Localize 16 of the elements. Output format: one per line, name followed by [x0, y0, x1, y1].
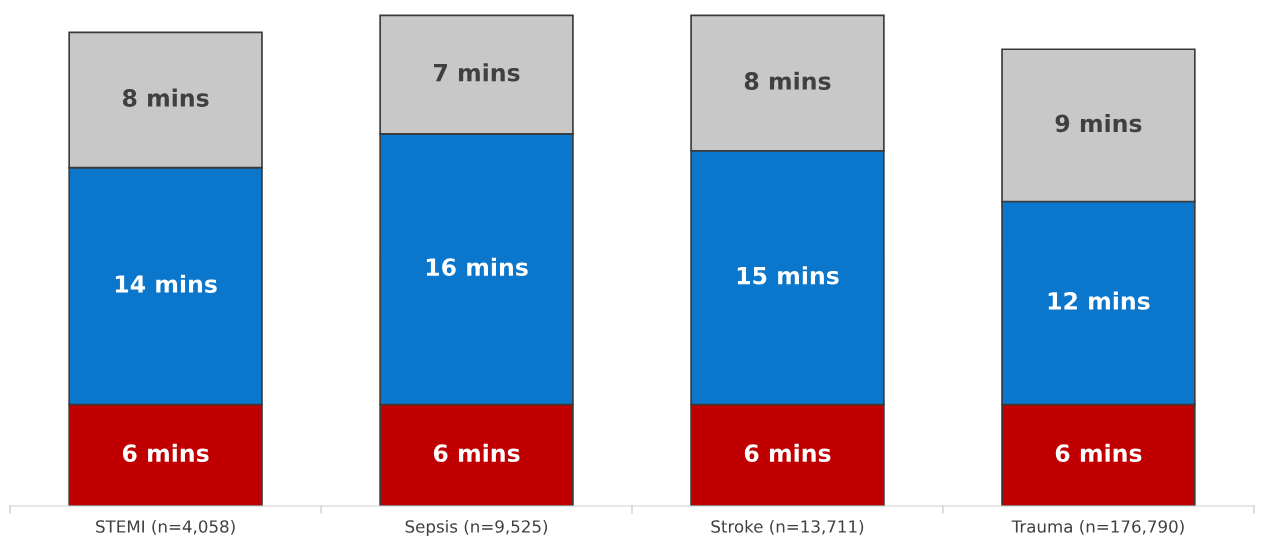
x-tick-label: STEMI (n=4,058) [96, 519, 235, 535]
data-label: 6 mins [433, 443, 520, 463]
data-label: 12 mins [1048, 291, 1150, 310]
data-label: 6 mins [122, 443, 209, 463]
data-label: 14 mins [115, 274, 217, 293]
x-tick-label: Trauma (n=176,790) [1011, 519, 1184, 535]
data-label: 9 mins [1055, 113, 1142, 133]
x-tick-label: Sepsis (n=9,525) [405, 519, 548, 537]
data-label: 6 mins [744, 443, 831, 463]
data-label: 8 mins [122, 88, 209, 107]
data-label: 16 mins [426, 257, 528, 277]
x-tick-label: Stroke (n=13,711) [711, 519, 864, 535]
data-label: 8 mins [744, 71, 831, 90]
data-label: 7 mins [434, 63, 520, 82]
data-label: 6 mins [1055, 443, 1142, 463]
data-label: 15 mins [737, 266, 839, 285]
